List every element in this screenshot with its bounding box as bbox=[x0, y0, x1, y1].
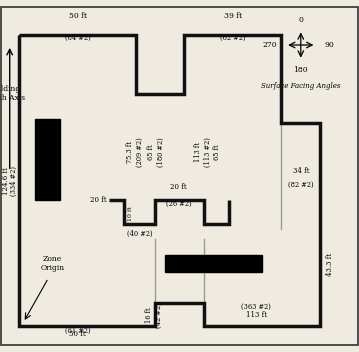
Text: 10 ft: 10 ft bbox=[127, 207, 132, 221]
Text: (209 #2): (209 #2) bbox=[136, 137, 144, 166]
Text: 16 ft: 16 ft bbox=[145, 307, 153, 323]
Text: Building
North Axis: Building North Axis bbox=[0, 85, 25, 102]
Text: (40 #2): (40 #2) bbox=[127, 230, 153, 237]
Text: 20 ft: 20 ft bbox=[170, 183, 187, 190]
Text: 180: 180 bbox=[293, 67, 308, 74]
Text: (62 #2): (62 #2) bbox=[220, 33, 246, 42]
Text: (26 #2): (26 #2) bbox=[166, 200, 191, 208]
Text: (61 #2): (61 #2) bbox=[65, 326, 90, 334]
Text: (180 #2): (180 #2) bbox=[157, 137, 165, 166]
Text: 113 ft: 113 ft bbox=[194, 142, 202, 162]
Text: 113 ft: 113 ft bbox=[246, 311, 267, 319]
Text: 90: 90 bbox=[324, 41, 334, 49]
Bar bbox=[35, 119, 60, 200]
Text: 0: 0 bbox=[298, 16, 303, 24]
Text: (42 #2): (42 #2) bbox=[155, 302, 163, 328]
Text: 39 ft: 39 ft bbox=[224, 12, 242, 20]
Text: 43.3 ft: 43.3 ft bbox=[326, 253, 334, 276]
Text: (334 #2): (334 #2) bbox=[10, 166, 18, 196]
Text: 270: 270 bbox=[263, 41, 278, 49]
Text: 34 ft: 34 ft bbox=[293, 167, 309, 175]
Text: 65 ft: 65 ft bbox=[147, 144, 155, 159]
Text: 50 ft: 50 ft bbox=[69, 330, 86, 338]
Text: (113 #2): (113 #2) bbox=[204, 137, 212, 167]
Text: (84 #2): (84 #2) bbox=[65, 33, 90, 42]
Text: (363 #2): (363 #2) bbox=[241, 303, 271, 311]
Text: Zone
Origin: Zone Origin bbox=[40, 255, 65, 272]
Text: 75.3 ft: 75.3 ft bbox=[126, 141, 134, 163]
Text: 50 ft: 50 ft bbox=[69, 12, 87, 20]
Text: (82 #2): (82 #2) bbox=[288, 181, 314, 189]
Text: 65 ft: 65 ft bbox=[213, 144, 222, 159]
Text: 124.6 ft: 124.6 ft bbox=[2, 167, 10, 195]
Text: Surface Facing Angles: Surface Facing Angles bbox=[261, 82, 341, 90]
Bar bbox=[165, 254, 262, 272]
Text: 20 ft: 20 ft bbox=[90, 196, 107, 204]
